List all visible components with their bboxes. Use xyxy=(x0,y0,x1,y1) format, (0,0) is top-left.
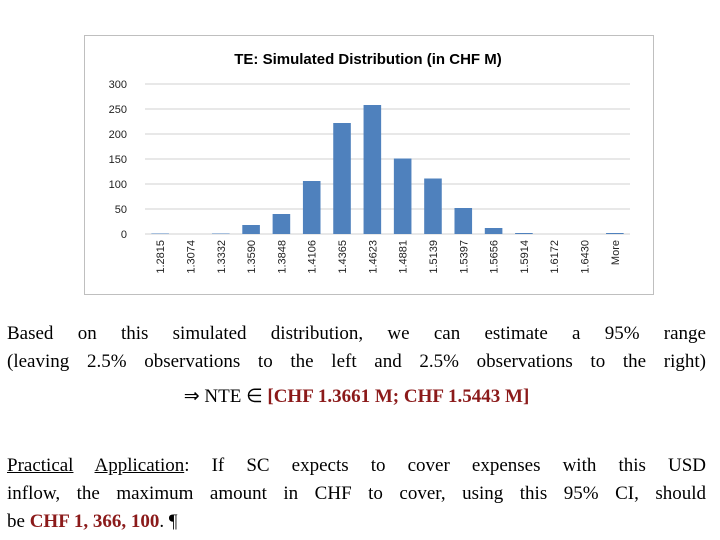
bar-1.4365 xyxy=(333,123,351,234)
nte-interval-line: ⇒ NTE ∈ [CHF 1.3661 M; CHF 1.5443 M] xyxy=(7,384,706,410)
bar-1.3590 xyxy=(242,225,260,234)
x-tick-label: 1.3332 xyxy=(216,240,228,274)
chf-amount: CHF 1, 366, 100 xyxy=(29,511,160,532)
x-tick-label: 1.5397 xyxy=(458,240,470,274)
interval-value: [CHF 1.3661 M; CHF 1.5443 M] xyxy=(267,386,530,407)
bar-1.4623 xyxy=(363,105,382,234)
x-tick-label: 1.6172 xyxy=(549,240,561,274)
bar-1.5914 xyxy=(515,233,533,234)
x-axis-ticks: 1.2815 1.3074 1.3332 1.3590 1.3848 1.4106 1.43… xyxy=(155,240,622,274)
bar-1.2815 xyxy=(151,233,169,234)
bar-1.4881 xyxy=(393,158,412,234)
x-tick-label: 1.4106 xyxy=(307,240,319,274)
x-tick-label: 1.2815 xyxy=(155,240,167,274)
practical-line-3: be CHF 1, 366, 100. ¶ xyxy=(7,509,706,535)
grid-layer xyxy=(145,83,630,235)
bar-1.5656 xyxy=(484,228,503,234)
practical-line-1-rest: : If SC expects to cover expenses with t… xyxy=(184,455,706,476)
x-tick-label: 1.4881 xyxy=(398,240,410,274)
y-axis-ticks: 0 50 100 150 200 250 300 xyxy=(109,79,127,241)
practical-label: Practical xyxy=(7,455,74,476)
x-tick-label: More xyxy=(610,240,622,265)
y-tick-label: 150 xyxy=(109,154,127,166)
practical-line-1: Practical Application: If SC expects to … xyxy=(7,453,706,479)
x-tick-label: 1.5139 xyxy=(428,240,440,274)
bar-1.4106 xyxy=(302,181,321,234)
pilcrow-end: . ¶ xyxy=(159,511,178,532)
x-tick-label: 1.3074 xyxy=(185,240,197,274)
y-tick-label: 250 xyxy=(109,104,127,116)
bar-layer xyxy=(151,105,624,234)
bar-chart: TE: Simulated Distribution (in CHF M) 0 5… xyxy=(109,51,630,274)
x-tick-label: 1.5656 xyxy=(489,240,501,274)
paragraph-line-1: Based on this simulated distribution, we… xyxy=(7,323,706,344)
bar-1.3332 xyxy=(211,233,230,234)
chart-frame: TE: Simulated Distribution (in CHF M) 0 5… xyxy=(84,35,654,295)
practical-line-2: inflow, the maximum amount in CHF to cov… xyxy=(7,483,706,504)
implies-symbol: ⇒ NTE ∈ xyxy=(183,386,263,407)
x-tick-label: 1.3848 xyxy=(276,240,288,274)
chart-title: TE: Simulated Distribution (in CHF M) xyxy=(234,51,501,68)
application-label: Application xyxy=(94,455,185,476)
x-tick-label: 1.5914 xyxy=(519,240,531,274)
paragraph-line-2: (leaving 2.5% observations to the left a… xyxy=(7,351,706,372)
y-tick-label: 50 xyxy=(115,204,127,216)
x-tick-label: 1.3590 xyxy=(246,240,258,274)
x-tick-label: 1.4365 xyxy=(337,240,349,274)
y-tick-label: 100 xyxy=(109,179,127,191)
bar-1.3848 xyxy=(272,214,291,234)
y-tick-label: 0 xyxy=(121,229,127,241)
bar-1.5397 xyxy=(454,208,473,234)
y-tick-label: 200 xyxy=(109,129,127,141)
y-tick-label: 300 xyxy=(109,79,127,91)
bar-1.5139 xyxy=(424,178,442,234)
x-tick-label: 1.4623 xyxy=(367,240,379,274)
be-word: be xyxy=(7,511,25,532)
x-tick-label: 1.6430 xyxy=(580,240,592,274)
bar-More xyxy=(606,233,624,234)
